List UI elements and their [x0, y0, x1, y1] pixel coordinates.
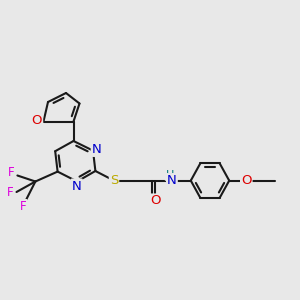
Text: O: O: [241, 174, 252, 187]
Text: H: H: [166, 170, 174, 180]
Text: O: O: [150, 194, 161, 208]
Text: N: N: [72, 179, 82, 193]
Text: S: S: [110, 174, 118, 187]
Text: N: N: [167, 174, 177, 187]
Text: O: O: [32, 114, 42, 127]
Text: F: F: [8, 166, 15, 179]
Text: F: F: [20, 200, 26, 213]
Text: N: N: [92, 143, 101, 156]
Text: F: F: [7, 185, 14, 199]
